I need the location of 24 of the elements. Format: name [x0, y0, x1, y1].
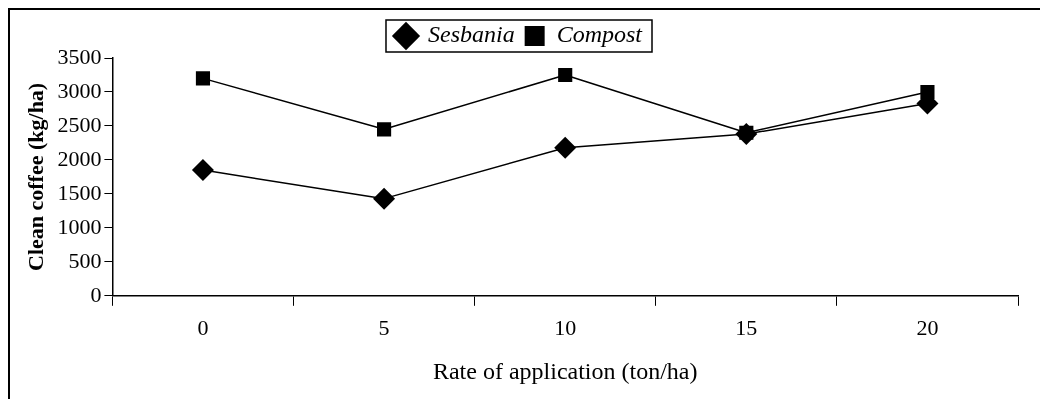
y-tick-label: 500 — [68, 247, 102, 273]
x-tick-label: 15 — [735, 314, 758, 340]
y-tick-label: 0 — [90, 281, 102, 307]
y-axis-title: Clean coffee (kg/ha) — [22, 82, 48, 271]
point — [920, 84, 935, 100]
y-tick-label: 2000 — [57, 145, 102, 171]
legend-label: Compost — [556, 21, 644, 48]
point — [195, 71, 211, 86]
y-tick-label: 1000 — [57, 213, 102, 239]
x-tick-label: 20 — [916, 314, 939, 340]
x-tick-label: 0 — [197, 314, 209, 340]
y-tick-label: 3500 — [57, 43, 102, 69]
point — [554, 136, 577, 159]
y-tick-label: 1500 — [57, 179, 102, 205]
x-axis-title: Rate of application (ton/ha) — [432, 357, 698, 384]
y-tick-label: 3000 — [57, 77, 102, 103]
point — [373, 187, 396, 210]
point — [377, 122, 392, 137]
y-tick-label: 2500 — [57, 111, 102, 137]
x-tick-label: 10 — [554, 314, 577, 340]
legend-label: Sesbania — [428, 21, 515, 48]
x-tick-label: 5 — [378, 314, 390, 340]
point — [558, 67, 573, 83]
point — [191, 159, 214, 182]
